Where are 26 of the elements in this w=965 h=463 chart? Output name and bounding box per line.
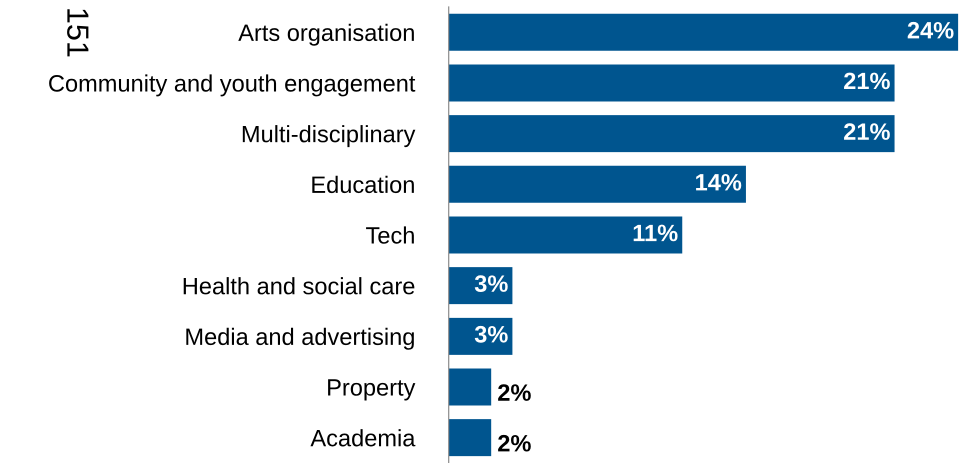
bar [448, 14, 958, 51]
data-label: 3% [474, 275, 508, 292]
bar [448, 419, 492, 456]
y-tick-label: Tech [366, 226, 414, 244]
data-label: 24% [908, 22, 954, 39]
bar [448, 166, 746, 203]
y-tick-label: Property [328, 379, 416, 400]
data-label: 21% [844, 72, 890, 90]
y-tick-label: Arts organisation [238, 24, 414, 46]
y-tick-label: Education [312, 176, 414, 194]
y-tick-label: Media and advertising [186, 328, 414, 350]
bar [448, 368, 492, 406]
bar [448, 64, 895, 102]
y-tick-label: Health and social care [184, 277, 414, 294]
data-label: 2% [498, 434, 531, 452]
y-tick-label: Multi-disciplinary [242, 125, 416, 148]
y-tick-label: Community and youth engagement [49, 74, 416, 96]
y-tick-label: Academia [310, 429, 416, 446]
text: 151 [67, 9, 88, 56]
data-label: 14% [696, 174, 742, 191]
data-label: 11% [634, 224, 678, 242]
bar [448, 115, 895, 152]
data-label: 3% [474, 326, 508, 343]
data-label: 21% [844, 123, 890, 140]
bar [448, 216, 682, 254]
data-label: 2% [498, 384, 531, 401]
